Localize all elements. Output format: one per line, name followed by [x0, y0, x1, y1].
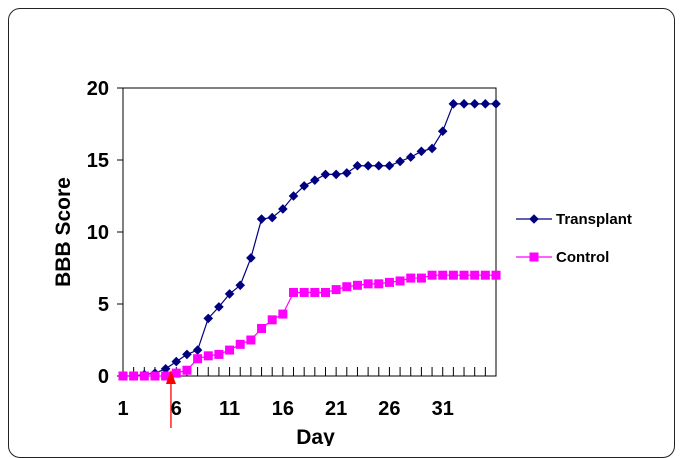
data-point	[160, 364, 171, 374]
data-point	[310, 175, 320, 185]
data-point	[352, 280, 362, 290]
data-point	[373, 160, 384, 171]
x-tick-label: 6	[171, 398, 182, 420]
data-point	[491, 99, 501, 109]
x-tick-label: 11	[219, 398, 240, 420]
data-point	[384, 160, 395, 171]
data-point	[352, 160, 363, 171]
y-axis-title: BBB Score	[52, 177, 75, 287]
data-point	[342, 282, 352, 292]
data-point	[225, 345, 235, 355]
data-point	[118, 371, 128, 381]
data-point	[416, 273, 426, 283]
data-point	[171, 356, 182, 367]
data-point	[342, 168, 352, 178]
data-point	[320, 169, 331, 180]
data-point	[161, 371, 171, 381]
data-point	[224, 289, 235, 299]
legend-marker	[529, 214, 539, 224]
data-point	[480, 270, 490, 280]
data-point	[459, 99, 469, 109]
data-point	[374, 279, 384, 289]
x-tick-label: 26	[378, 398, 400, 420]
data-point	[203, 313, 214, 324]
data-point	[448, 270, 458, 280]
data-point	[214, 349, 224, 359]
plot-area	[122, 87, 497, 377]
data-point	[246, 335, 256, 345]
data-point	[235, 339, 245, 349]
data-point	[416, 146, 427, 157]
data-point	[470, 270, 480, 280]
x-tick-label: 31	[432, 398, 454, 420]
data-point	[363, 279, 373, 289]
data-point	[299, 181, 309, 191]
x-tick-label: 16	[272, 398, 294, 420]
legend-entry: Control	[516, 249, 609, 266]
data-point	[182, 349, 192, 360]
data-point	[405, 152, 416, 162]
legend-marker	[529, 252, 539, 262]
legend-label: Control	[556, 249, 609, 266]
x-tick-label: 21	[325, 398, 347, 420]
data-point	[150, 371, 160, 381]
data-point	[331, 285, 341, 295]
y-tick-label: 15	[87, 150, 109, 172]
data-point	[395, 156, 405, 167]
data-point	[406, 273, 416, 283]
data-point	[267, 212, 277, 223]
series-layer	[118, 99, 501, 381]
x-tick-label: 1	[117, 398, 128, 420]
data-point	[256, 214, 267, 224]
data-point	[438, 270, 448, 280]
data-point	[331, 169, 341, 180]
arrow-head	[165, 370, 176, 384]
y-tick-label: 20	[87, 78, 109, 100]
data-point	[395, 276, 405, 286]
annotation-layer	[165, 370, 176, 428]
data-point	[480, 99, 491, 109]
y-axis: 0 5 10 15 20	[87, 78, 123, 388]
data-point	[289, 287, 299, 297]
y-tick-label: 0	[98, 366, 109, 388]
data-point	[469, 99, 480, 109]
data-point	[246, 253, 256, 263]
series-transplant	[118, 99, 501, 381]
data-point	[278, 204, 288, 214]
data-point	[267, 315, 277, 325]
legend-entry: Transplant	[516, 211, 632, 228]
data-point	[320, 287, 330, 297]
data-point	[448, 99, 459, 109]
data-point	[288, 191, 299, 201]
data-point	[129, 371, 139, 381]
legend-label: Transplant	[556, 211, 632, 228]
data-point	[310, 287, 320, 297]
data-point	[427, 143, 437, 154]
data-point	[182, 365, 192, 375]
data-point	[203, 351, 213, 361]
legend: Transplant Control	[516, 211, 632, 266]
data-point	[192, 345, 203, 355]
data-point	[437, 126, 448, 136]
data-point	[193, 354, 203, 364]
data-point	[299, 287, 309, 297]
x-axis-title: Day	[296, 426, 335, 446]
y-tick-label: 10	[87, 222, 109, 244]
y-tick-label: 5	[98, 294, 109, 316]
series-control	[118, 270, 501, 381]
data-point	[491, 270, 501, 280]
data-point	[235, 280, 246, 291]
data-point	[384, 277, 394, 287]
data-point	[278, 309, 288, 319]
data-point	[171, 368, 181, 378]
data-point	[214, 302, 224, 312]
data-point	[257, 323, 267, 333]
data-point	[427, 270, 437, 280]
data-point	[363, 160, 373, 171]
data-point	[459, 270, 469, 280]
data-point	[139, 371, 149, 381]
